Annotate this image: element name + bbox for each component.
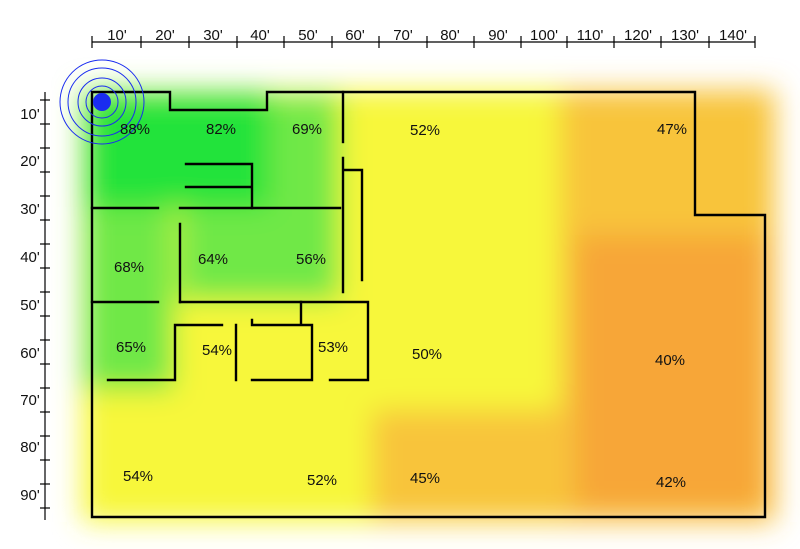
x-label: 120'	[624, 27, 652, 44]
y-ruler-ticks	[40, 99, 50, 509]
y-label: 70'	[20, 392, 40, 409]
signal-label: 45%	[410, 470, 440, 487]
signal-label: 88%	[120, 121, 150, 138]
x-label: 110'	[577, 27, 604, 44]
signal-label: 40%	[655, 352, 685, 369]
x-label: 80'	[440, 27, 460, 44]
floorplan-walls	[90, 90, 767, 519]
signal-label: 69%	[292, 121, 322, 138]
signal-label: 82%	[206, 121, 236, 138]
signal-label: 50%	[412, 346, 442, 363]
y-label: 80'	[20, 439, 40, 456]
signal-label: 64%	[198, 251, 228, 268]
x-label: 10'	[107, 27, 127, 44]
signal-label: 52%	[410, 122, 440, 139]
x-label: 20'	[155, 27, 175, 44]
signal-label: 68%	[114, 259, 144, 276]
heatmap-layer	[82, 90, 775, 522]
x-ruler-labels: 10' 20' 30' 40' 50' 60' 70' 80' 90' 100'…	[107, 27, 747, 44]
y-label: 30'	[20, 201, 40, 218]
y-label: 40'	[20, 249, 40, 266]
y-label: 50'	[20, 297, 40, 314]
signal-label: 54%	[123, 468, 153, 485]
heat-zone-green-left	[84, 195, 174, 390]
wall-shelf-group	[184, 162, 254, 210]
heat-zone-orange-bottom	[372, 410, 572, 520]
x-label: 130'	[671, 27, 699, 44]
wall-center-mid-horizontal	[178, 300, 370, 382]
signal-label: 47%	[657, 121, 687, 138]
x-label: 60'	[345, 27, 365, 44]
outer-wall	[90, 90, 767, 519]
signal-label: 65%	[116, 339, 146, 356]
y-ruler-labels: 10' 20' 30' 40' 50' 60' 70' 80' 90'	[20, 106, 40, 504]
y-label: 20'	[20, 153, 40, 170]
router-wave-inner	[77, 77, 127, 127]
x-label: 50'	[298, 27, 318, 44]
x-ruler-ticks	[91, 36, 756, 48]
x-label: 100'	[530, 27, 558, 44]
signal-label: 42%	[656, 474, 686, 491]
x-label: 40'	[250, 27, 270, 44]
x-label: 30'	[203, 27, 223, 44]
wall-closet	[341, 156, 364, 294]
x-label: 90'	[488, 27, 508, 44]
signal-label: 54%	[202, 342, 232, 359]
router-wave-core	[85, 85, 119, 119]
signal-labels: 88% 82% 69% 52% 47% 68% 64% 56% 65% 54% …	[114, 121, 687, 491]
router-marker[interactable]	[59, 59, 145, 145]
heat-zone-orange-core	[575, 235, 765, 510]
y-label: 10'	[20, 106, 40, 123]
x-label: 140'	[719, 27, 747, 44]
y-label: 90'	[20, 487, 40, 504]
signal-label: 56%	[296, 251, 326, 268]
router-icon	[93, 93, 111, 111]
signal-label: 53%	[318, 339, 348, 356]
router-wave-middle	[67, 67, 137, 137]
x-label: 70'	[393, 27, 413, 44]
y-label: 60'	[20, 345, 40, 362]
rulers	[40, 36, 756, 520]
router-wave-outer	[59, 59, 145, 145]
signal-label: 52%	[307, 472, 337, 489]
wall-bottom-left	[106, 323, 224, 382]
wall-inner-rooms	[234, 300, 314, 382]
